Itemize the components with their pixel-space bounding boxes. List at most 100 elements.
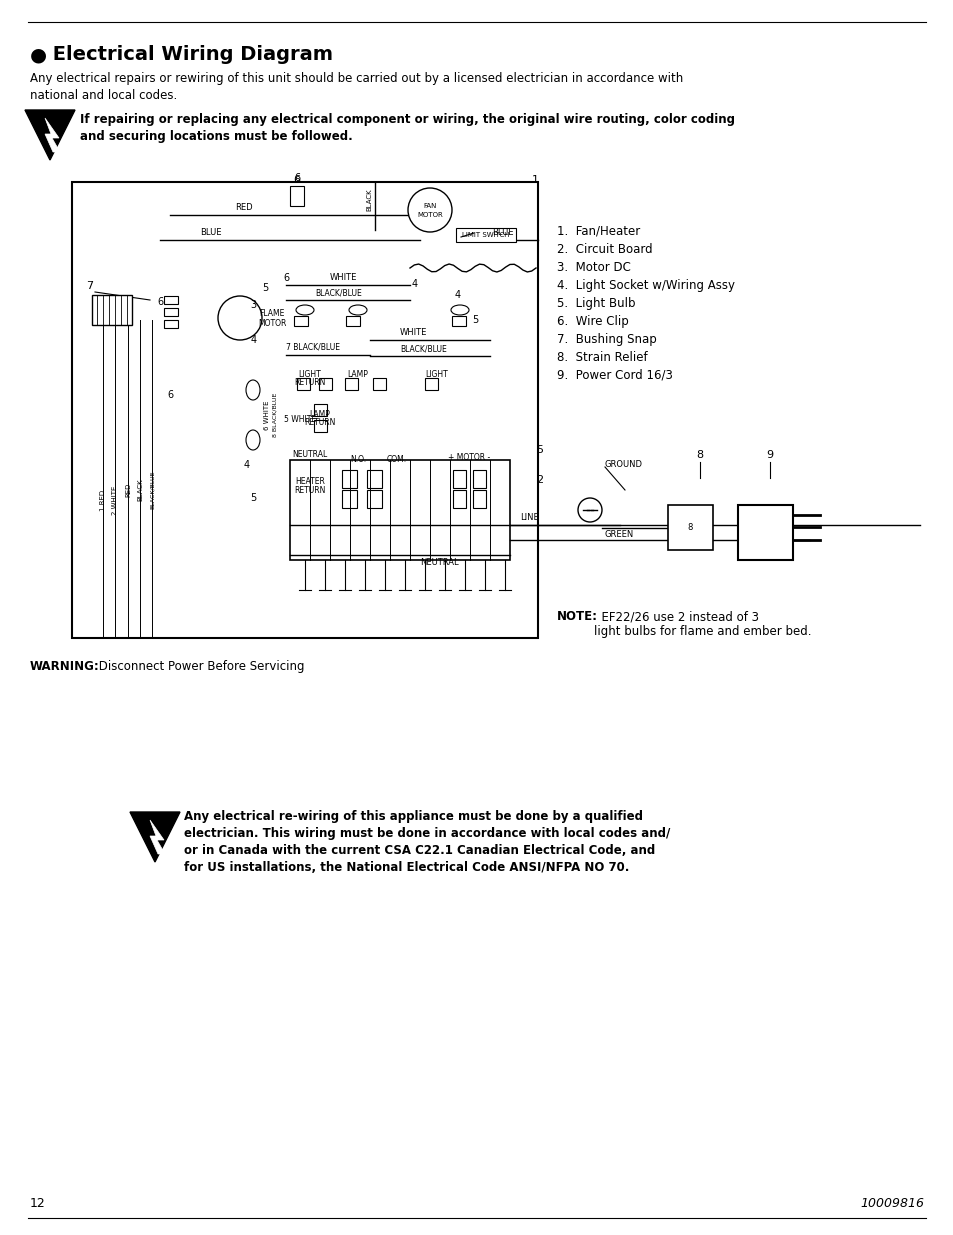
- Text: HEATER: HEATER: [294, 477, 325, 487]
- Text: LIMIT SWITCH: LIMIT SWITCH: [462, 232, 509, 238]
- Text: 7 BLACK/BLUE: 7 BLACK/BLUE: [286, 343, 339, 352]
- Text: Any electrical repairs or rewiring of this unit should be carried out by a licen: Any electrical repairs or rewiring of th…: [30, 72, 682, 103]
- Text: 2 WHITE: 2 WHITE: [112, 485, 118, 515]
- Text: BLACK/BLUE: BLACK/BLUE: [314, 288, 361, 296]
- Text: 6: 6: [157, 296, 163, 308]
- Bar: [453, 471, 465, 488]
- Text: 6: 6: [294, 175, 300, 185]
- Text: MOTOR: MOTOR: [257, 319, 286, 327]
- Bar: [738, 505, 792, 559]
- Polygon shape: [25, 110, 75, 161]
- Bar: [318, 378, 332, 390]
- Text: RED: RED: [234, 203, 253, 212]
- Text: LAMP: LAMP: [309, 410, 330, 419]
- Ellipse shape: [246, 380, 260, 400]
- Bar: [294, 316, 308, 326]
- Text: 5: 5: [250, 493, 255, 503]
- Bar: [424, 378, 437, 390]
- Text: 9.  Power Cord 16/3: 9. Power Cord 16/3: [557, 369, 672, 382]
- Text: 8: 8: [696, 450, 702, 459]
- Circle shape: [408, 188, 452, 232]
- Text: If repairing or replacing any electrical component or wiring, the original wire : If repairing or replacing any electrical…: [80, 112, 734, 143]
- Bar: [473, 471, 485, 488]
- Text: RETURN: RETURN: [294, 487, 325, 495]
- Bar: [345, 378, 357, 390]
- Text: BLACK/BLUE: BLACK/BLUE: [150, 471, 154, 509]
- Text: 4: 4: [251, 335, 256, 345]
- Text: 6.  Wire Clip: 6. Wire Clip: [557, 315, 628, 329]
- Bar: [164, 308, 178, 316]
- Text: EF22/26 use 2 instead of 3
light bulbs for flame and ember bed.: EF22/26 use 2 instead of 3 light bulbs f…: [594, 610, 811, 638]
- Text: 3: 3: [250, 300, 255, 310]
- Text: 2.  Circuit Board: 2. Circuit Board: [557, 243, 652, 256]
- Text: 4: 4: [412, 279, 417, 289]
- Text: BLUE: BLUE: [492, 228, 513, 237]
- Bar: [341, 490, 356, 508]
- Bar: [290, 186, 304, 206]
- Bar: [667, 505, 712, 550]
- Text: 3.  Motor DC: 3. Motor DC: [557, 261, 630, 274]
- Bar: [290, 459, 510, 559]
- Text: 9: 9: [765, 450, 773, 459]
- Bar: [91, 295, 132, 325]
- Text: 8 BLACK/BLUE: 8 BLACK/BLUE: [273, 393, 277, 437]
- Text: 8.  Strain Relief: 8. Strain Relief: [557, 351, 647, 364]
- Bar: [453, 490, 465, 508]
- Text: 5: 5: [536, 445, 543, 454]
- Text: 4.  Light Socket w/Wiring Assy: 4. Light Socket w/Wiring Assy: [557, 279, 734, 291]
- Text: 5 WHITE: 5 WHITE: [284, 415, 315, 425]
- Text: 5: 5: [262, 283, 268, 293]
- Ellipse shape: [349, 305, 367, 315]
- Text: NEUTRAL: NEUTRAL: [419, 558, 458, 567]
- Ellipse shape: [295, 305, 314, 315]
- Text: WARNING:: WARNING:: [30, 659, 100, 673]
- Text: Disconnect Power Before Servicing: Disconnect Power Before Servicing: [95, 659, 304, 673]
- Text: 8: 8: [686, 522, 692, 531]
- Bar: [367, 490, 381, 508]
- Text: 4: 4: [455, 290, 460, 300]
- Text: 5.  Light Bulb: 5. Light Bulb: [557, 296, 635, 310]
- Text: LAMP: LAMP: [347, 370, 368, 379]
- Text: MOTOR: MOTOR: [416, 212, 442, 219]
- Bar: [452, 316, 465, 326]
- Text: 7: 7: [87, 282, 93, 291]
- Text: WHITE: WHITE: [330, 273, 357, 282]
- Polygon shape: [150, 820, 165, 853]
- Bar: [341, 471, 356, 488]
- Text: FLAME: FLAME: [259, 310, 284, 319]
- Text: 2: 2: [536, 475, 543, 485]
- Text: Electrical Wiring Diagram: Electrical Wiring Diagram: [46, 44, 333, 64]
- Text: 5: 5: [472, 315, 477, 325]
- Bar: [367, 471, 381, 488]
- Circle shape: [218, 296, 262, 340]
- Text: 7.  Bushing Snap: 7. Bushing Snap: [557, 333, 656, 346]
- Bar: [473, 490, 485, 508]
- Text: + MOTOR -: + MOTOR -: [448, 453, 490, 462]
- Circle shape: [578, 498, 601, 522]
- Text: RED: RED: [125, 483, 131, 498]
- Bar: [314, 404, 327, 416]
- Text: 1: 1: [531, 175, 537, 185]
- Polygon shape: [45, 119, 60, 152]
- Text: N.O.: N.O.: [350, 454, 366, 464]
- Bar: [314, 420, 327, 432]
- Bar: [164, 320, 178, 329]
- Text: LIGHT: LIGHT: [425, 370, 448, 379]
- Text: Any electrical re-wiring of this appliance must be done by a qualified
electrici: Any electrical re-wiring of this applian…: [184, 810, 670, 874]
- Bar: [456, 228, 516, 242]
- Ellipse shape: [246, 430, 260, 450]
- Bar: [296, 378, 310, 390]
- Bar: [373, 378, 386, 390]
- Polygon shape: [130, 811, 180, 862]
- Text: 12: 12: [30, 1197, 46, 1210]
- Bar: [346, 316, 359, 326]
- Text: 4: 4: [244, 459, 250, 471]
- Text: ●: ●: [30, 44, 47, 64]
- Text: NEUTRAL: NEUTRAL: [292, 450, 327, 459]
- Text: BLACK: BLACK: [137, 479, 143, 501]
- Text: NOTE:: NOTE:: [557, 610, 598, 622]
- Text: LIGHT: LIGHT: [298, 370, 321, 379]
- Text: 6: 6: [283, 273, 289, 283]
- Text: GROUND: GROUND: [604, 459, 642, 469]
- Text: 6: 6: [294, 173, 300, 183]
